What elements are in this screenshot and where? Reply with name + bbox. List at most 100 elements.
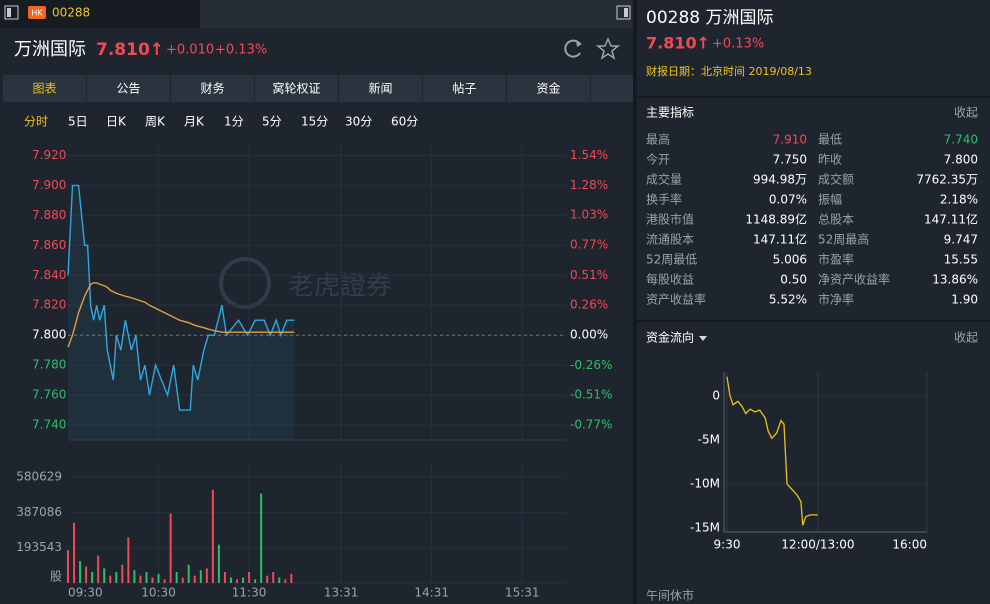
- y-tick-label: 7.860: [32, 238, 66, 252]
- volume-bar: [205, 568, 208, 583]
- stat-label: 成交量: [646, 172, 682, 187]
- y-tick-label: 7.820: [32, 298, 66, 312]
- panel-icon[interactable]: [616, 5, 631, 20]
- stat-value: 1.90: [951, 293, 978, 307]
- period-tab[interactable]: 周K: [145, 115, 166, 129]
- tab-label[interactable]: 窝轮权证: [272, 81, 320, 96]
- tab[interactable]: [423, 75, 506, 102]
- volume-bar: [187, 564, 190, 583]
- stock-name: 万洲国际: [14, 39, 86, 60]
- tab-label[interactable]: 公告: [116, 82, 140, 96]
- dropdown-arrow[interactable]: [699, 336, 707, 341]
- volume-bar: [145, 572, 148, 583]
- refresh-icon: [576, 40, 582, 47]
- volume-bar: [199, 570, 202, 583]
- stat-label: 最高: [646, 132, 670, 147]
- flow-tick-label: -15M: [690, 521, 720, 535]
- volume-bar: [139, 575, 142, 583]
- period-tab[interactable]: 5日: [68, 115, 88, 129]
- section-title[interactable]: 资金流向: [646, 330, 694, 345]
- y2-tick-label: 1.54%: [570, 148, 608, 162]
- tab[interactable]: [3, 75, 86, 102]
- tab-label[interactable]: 财务: [200, 81, 224, 96]
- tab[interactable]: [339, 75, 422, 102]
- period-tab[interactable]: 日K: [106, 115, 127, 129]
- tab-label[interactable]: 图表: [32, 82, 56, 96]
- stat-label: 昨收: [818, 153, 842, 167]
- stat-value: 1148.89亿: [745, 212, 807, 227]
- volume-bar: [284, 579, 287, 583]
- flow-tick-label: 0: [712, 389, 720, 403]
- stat-label: 52周最高: [818, 232, 869, 247]
- volume-bar: [79, 561, 82, 583]
- change: +0.010: [166, 43, 214, 58]
- y2-tick-label: -0.26%: [570, 358, 612, 372]
- flow-x-label: 9:30: [714, 538, 741, 552]
- volume-tick-label: 387086: [16, 505, 62, 519]
- volume-bar: [223, 572, 226, 583]
- stat-label: 最低: [818, 133, 842, 147]
- market-status: 午间休市: [646, 588, 694, 603]
- y-tick-label: 7.900: [32, 178, 66, 192]
- price-line: [67, 184, 295, 411]
- stat-value: 5.006: [773, 253, 807, 267]
- window-icon[interactable]: [4, 5, 19, 20]
- tab[interactable]: [255, 75, 338, 102]
- period-tab[interactable]: 5分: [262, 115, 282, 129]
- stat-value: 13.86%: [932, 273, 978, 287]
- volume-tick-label: 580629: [16, 470, 62, 484]
- market-badge: [28, 6, 46, 19]
- watermark: 老虎證券: [288, 272, 392, 302]
- stat-value: 147.11亿: [924, 212, 978, 227]
- period-tab[interactable]: 30分: [345, 115, 372, 129]
- favorite-button[interactable]: [595, 37, 621, 60]
- collapse-button[interactable]: 收起: [954, 106, 978, 120]
- tab-overflow: [591, 75, 633, 102]
- side-change-pct: +0.13%: [712, 37, 764, 52]
- volume-bar: [67, 550, 69, 583]
- volume-bar: [211, 489, 214, 583]
- tab[interactable]: [507, 75, 590, 102]
- stock-code: 00288: [52, 6, 90, 20]
- price-area: [68, 185, 295, 440]
- tab[interactable]: [87, 75, 170, 102]
- y-tick-label: 7.760: [32, 388, 66, 402]
- stat-value: 0.50: [780, 273, 807, 287]
- volume-bar: [254, 579, 257, 583]
- x-tick-label: 15:31: [505, 586, 540, 600]
- refresh-button[interactable]: [564, 39, 582, 58]
- tab-label[interactable]: 资金: [536, 81, 560, 96]
- period-tab[interactable]: 分时: [24, 115, 48, 129]
- tab-label[interactable]: 新闻: [368, 81, 392, 96]
- volume-bar: [151, 577, 154, 583]
- flow-tick-label: -5M: [698, 433, 720, 447]
- stat-value: 5.52%: [769, 293, 807, 307]
- stat-label: 成交额: [818, 172, 854, 187]
- period-tab[interactable]: 15分: [301, 115, 328, 129]
- volume-bar: [229, 577, 232, 583]
- period-tab[interactable]: 1分: [224, 115, 244, 129]
- stat-value: 147.11亿: [753, 232, 807, 247]
- y-tick-label: 7.880: [32, 208, 66, 222]
- volume-bar: [193, 575, 196, 583]
- stat-label: 52周最低: [646, 253, 697, 267]
- volume-bar: [266, 575, 269, 583]
- volume-bar: [121, 564, 124, 583]
- stat-value: 9.747: [944, 233, 978, 247]
- volume-tick-label: 193543: [16, 540, 62, 554]
- period-tab[interactable]: 60分: [391, 115, 418, 129]
- stat-value: 0.07%: [769, 193, 807, 207]
- x-tick-label: 14:31: [414, 586, 449, 600]
- volume-bar: [248, 572, 251, 583]
- flow-x-label: 16:00: [892, 538, 927, 552]
- stat-label: 总股本: [818, 213, 854, 227]
- stat-label: 市净率: [818, 292, 854, 307]
- side-title: 00288 万洲国际: [646, 8, 773, 28]
- tab[interactable]: [171, 75, 254, 102]
- period-tab[interactable]: 月K: [184, 115, 205, 129]
- tab-label[interactable]: 帖子: [452, 81, 476, 96]
- stat-label: 资产收益率: [646, 292, 706, 307]
- collapse-button[interactable]: 收起: [954, 331, 978, 345]
- flow-line: [726, 376, 818, 526]
- market-badge-text: HK: [31, 9, 43, 18]
